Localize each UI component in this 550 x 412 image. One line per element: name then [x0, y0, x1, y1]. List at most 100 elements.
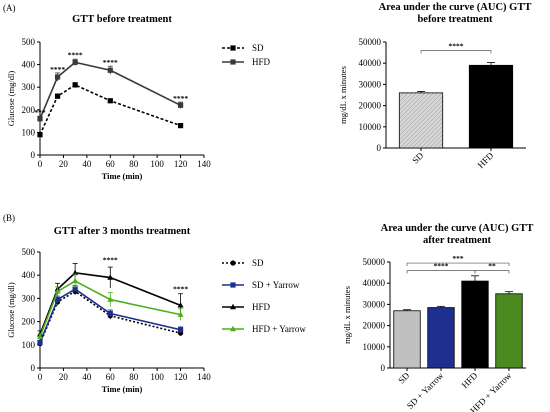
significance-label: **	[488, 261, 496, 270]
legend-marker	[230, 282, 236, 288]
y-tick-label: 10000	[363, 342, 386, 352]
x-tick-label: SD	[396, 370, 412, 386]
significance-label: ****	[68, 50, 83, 59]
legend-marker	[230, 325, 236, 332]
bar	[398, 92, 444, 149]
chart-gtt-after: GTT after 3 months treatment010020030040…	[6, 226, 306, 394]
panel-label-a: (A)	[3, 3, 16, 13]
data-point	[107, 296, 114, 302]
legend-label: SD + Yarrow	[252, 280, 300, 290]
y-tick-label: 300	[22, 82, 36, 92]
y-tick-label: 0	[377, 143, 382, 153]
x-tick-label: 60	[106, 159, 116, 169]
chart-gtt-before: GTT before treatment 0 100 200 300 400 500 0 20 4…	[6, 14, 271, 181]
y-tick-label: 500	[22, 247, 36, 257]
x-tick-label: 140	[197, 372, 211, 382]
panel-label-b: (B)	[3, 213, 15, 223]
y-tick-label: 0	[31, 363, 36, 373]
x-tick-label: 80	[129, 372, 139, 382]
data-point	[37, 339, 43, 346]
chart-title-line: Area under the curve (AUC) GTT	[381, 223, 534, 234]
y-tick-label: 500	[22, 37, 36, 47]
data-point	[107, 310, 113, 317]
x-tick-label: 20	[59, 372, 69, 382]
y-axis-label: mg/dL x minutes	[342, 286, 352, 344]
legend-label: SD	[252, 258, 264, 268]
legend-label: SD	[252, 43, 264, 53]
chart-title-line: after treatment	[423, 235, 492, 246]
data-point	[177, 302, 184, 308]
y-tick-label: 400	[22, 270, 36, 280]
significance-label: ****	[449, 41, 464, 50]
bar	[427, 307, 455, 369]
legend-label: HFD + Yarrow	[252, 324, 306, 334]
chart-title: GTT after 3 months treatment	[54, 226, 191, 237]
x-tick-label: 80	[129, 159, 139, 169]
legend-label: HFD	[252, 302, 271, 312]
significance-label: ****	[173, 94, 188, 103]
data-point	[72, 286, 78, 292]
data-point	[54, 288, 61, 294]
x-tick-label: 40	[82, 159, 92, 169]
x-tick-label: 100	[150, 159, 164, 169]
data-point	[107, 274, 114, 280]
significance-label: ****	[103, 58, 118, 67]
data-point	[107, 67, 113, 73]
y-tick-label: 0	[31, 150, 36, 160]
bar	[495, 293, 523, 369]
series-line	[39, 280, 181, 337]
x-tick-label: 20	[59, 159, 69, 169]
legend-marker	[230, 45, 236, 51]
legend-marker	[230, 260, 236, 266]
significance-label: ***	[452, 254, 464, 263]
x-tick-label: SD	[410, 150, 426, 166]
data-point	[37, 333, 43, 339]
y-tick-label: 20000	[363, 321, 386, 331]
x-tick-label: HFD	[476, 150, 496, 170]
series-line	[39, 84, 181, 135]
y-tick-label: 200	[22, 317, 36, 327]
data-point	[177, 123, 184, 129]
x-tick-label: 100	[150, 372, 164, 382]
y-tick-label: 0	[381, 363, 386, 373]
data-point	[37, 116, 43, 122]
significance-label: ****	[50, 65, 65, 74]
data-point	[177, 311, 184, 317]
y-axis-label: Glucose (mg/dl)	[6, 71, 16, 127]
x-tick-label: 140	[197, 159, 211, 169]
y-tick-label: 30000	[363, 299, 386, 309]
x-axis-label: Time (min)	[102, 171, 143, 181]
x-tick-label: 120	[174, 159, 188, 169]
y-tick-label: 100	[22, 127, 36, 137]
data-point	[177, 102, 184, 108]
data-point	[107, 98, 113, 104]
y-tick-label: 40000	[363, 278, 386, 288]
y-tick-label: 100	[22, 340, 36, 350]
bar	[461, 280, 489, 369]
y-tick-label: 20000	[359, 101, 382, 111]
x-tick-label: 0	[38, 372, 43, 382]
significance-label: ****	[173, 284, 188, 293]
y-axis-label: Glucose (mg/dl)	[6, 282, 16, 338]
x-tick-label: SD + Yarrow	[405, 370, 446, 411]
y-tick-label: 300	[22, 293, 36, 303]
x-tick-label: 60	[106, 372, 116, 382]
x-tick-label: 120	[174, 372, 188, 382]
y-tick-label: 400	[22, 60, 36, 70]
legend-marker	[230, 59, 236, 65]
data-point	[72, 82, 78, 88]
x-tick-label: HFD	[460, 370, 480, 390]
x-tick-label: 0	[38, 159, 43, 169]
y-tick-label: 30000	[359, 79, 382, 89]
chart-title-line: Area under the curve (AUC) GTT	[379, 2, 532, 13]
x-axis-label: Time (min)	[102, 384, 143, 394]
y-tick-label: 50000	[359, 37, 382, 47]
data-point	[54, 93, 61, 99]
chart-title-line: before treatment	[417, 14, 493, 25]
data-point	[72, 277, 79, 284]
legend-label: HFD	[252, 57, 271, 67]
bar	[393, 310, 421, 369]
